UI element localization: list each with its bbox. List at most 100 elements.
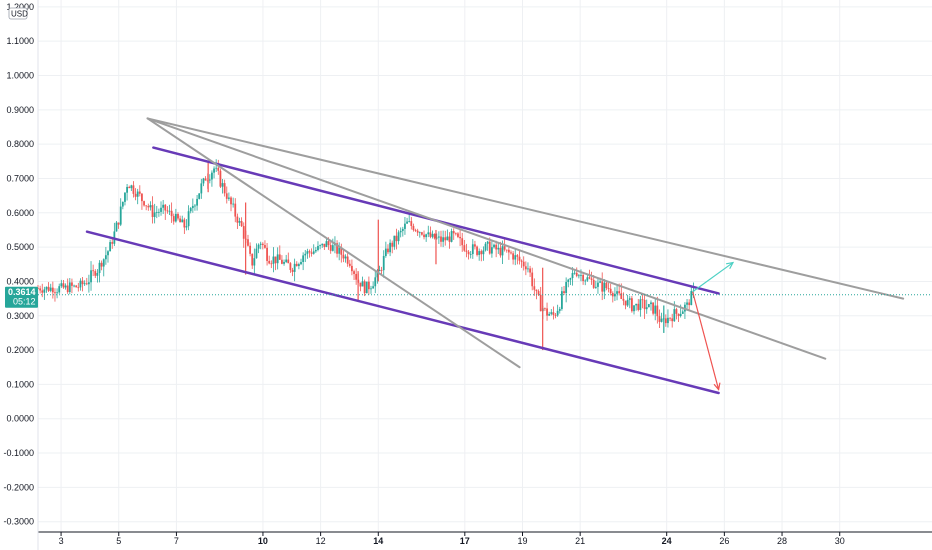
x-axis: 3 5 7 10 12 14 17 19 21 24 26 28 30: [59, 532, 845, 546]
candle-body: [266, 247, 268, 261]
candle-body: [421, 232, 423, 235]
candle-body: [342, 254, 345, 259]
candle-body: [191, 205, 194, 209]
candle-body: [348, 263, 351, 266]
y-axis: 1.2000 1.1000 1.0000 0.9000 0.8000 0.7000 0.60…: [3, 2, 34, 527]
candle-body: [382, 255, 385, 271]
candle-body: [478, 251, 481, 255]
candle-body: [637, 303, 640, 310]
candle-body: [136, 191, 139, 197]
candle-body: [278, 254, 281, 260]
candle-body: [507, 249, 510, 253]
candle-body: [397, 232, 400, 242]
y-tick-label: 0.7000: [6, 173, 34, 183]
candle-body: [323, 243, 326, 247]
candle-body: [242, 226, 245, 239]
candle-body: [363, 281, 366, 294]
candle-body: [249, 245, 252, 254]
candle-body: [628, 298, 631, 300]
candle-body: [565, 281, 568, 294]
candle-body: [344, 256, 347, 259]
candle-body: [491, 247, 493, 254]
candle-body: [675, 309, 678, 314]
candle-body: [153, 212, 156, 217]
candle-body: [537, 291, 540, 295]
candle-body: [90, 270, 92, 283]
candle-body: [346, 256, 349, 264]
y-tick-label: 0.1000: [6, 379, 34, 389]
candle-body: [518, 256, 521, 261]
candle-body: [488, 241, 491, 254]
candle-body: [592, 279, 595, 288]
candle-body: [681, 311, 684, 314]
candle-body: [480, 251, 483, 255]
trend-drawings[interactable]: [85, 117, 905, 395]
candle-body: [529, 268, 531, 273]
candle-body: [285, 259, 288, 262]
candle-body: [671, 318, 674, 322]
candle-body: [361, 281, 364, 287]
candle-body: [546, 308, 548, 316]
candle-body: [177, 213, 179, 219]
candle-body: [138, 191, 141, 194]
candle-body: [533, 286, 536, 290]
candle-body: [119, 206, 122, 225]
candle-body: [652, 302, 655, 314]
candle-body: [147, 206, 150, 208]
candle-body: [427, 232, 430, 235]
y-tick-label: 1.2000: [6, 2, 34, 12]
candle-body: [117, 222, 120, 225]
candle-body: [338, 247, 341, 254]
fan-line-3[interactable]: [146, 117, 905, 300]
channel-lower[interactable]: [85, 230, 720, 395]
y-tick-label: 0.6000: [6, 208, 34, 218]
projection-arrows[interactable]: [692, 261, 735, 391]
candle-body: [654, 305, 657, 314]
bullish-arrow[interactable]: [692, 262, 734, 293]
fan-line-2[interactable]: [146, 117, 827, 360]
candle-body: [588, 277, 591, 279]
candle-body: [353, 271, 355, 274]
fan-line-1[interactable]: [146, 117, 521, 369]
candle-body: [60, 283, 63, 287]
candle-body: [170, 210, 173, 217]
grid-lines: [38, 0, 932, 532]
candle-body: [575, 272, 578, 276]
y-tick-label: 0.2000: [6, 345, 34, 355]
x-tick-label: 3: [59, 536, 64, 546]
y-tick-label: -0.3000: [3, 517, 34, 527]
candle-body: [312, 251, 315, 254]
candle-body: [58, 286, 61, 293]
candle-body: [85, 283, 88, 285]
candle-body: [297, 264, 300, 267]
candle-body: [531, 272, 534, 287]
candle-body: [429, 232, 432, 237]
candle-body: [558, 308, 561, 311]
candle-body: [391, 242, 394, 247]
candle-body: [425, 234, 428, 238]
x-tick-label: 7: [174, 536, 179, 546]
candle-body: [611, 293, 614, 297]
candle-body: [155, 212, 158, 213]
candle-body: [100, 262, 103, 267]
candle-body: [446, 236, 449, 241]
candle-body: [554, 314, 557, 316]
candle-body: [287, 259, 290, 264]
candle-body: [465, 250, 468, 252]
candle-body: [227, 197, 230, 199]
candle-body: [208, 179, 211, 181]
candle-body: [162, 204, 165, 208]
candle-body: [104, 255, 107, 260]
candle-body: [605, 282, 608, 289]
candle-body: [255, 248, 258, 259]
candle-body: [73, 285, 75, 287]
candle-body: [633, 305, 635, 312]
candle-body: [387, 248, 389, 253]
candle-body: [690, 291, 693, 306]
bearish-arrow[interactable]: [692, 291, 720, 390]
candle-body: [304, 253, 307, 256]
candle-body: [577, 275, 580, 277]
candle-body: [234, 203, 237, 217]
